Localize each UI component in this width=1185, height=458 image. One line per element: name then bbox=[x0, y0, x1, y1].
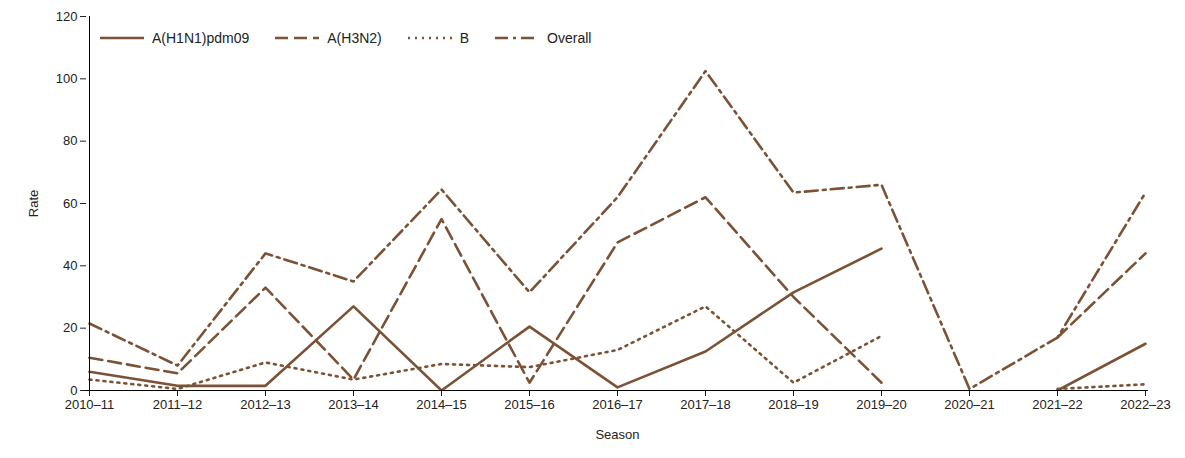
svg-text:120: 120 bbox=[56, 9, 78, 24]
html-text:A(H1N1)pdm09: A(H1N1)pdm09 bbox=[152, 30, 250, 46]
svg-text:2021–22: 2021–22 bbox=[1032, 397, 1083, 412]
html-text:Overall: Overall bbox=[547, 30, 592, 46]
svg-text:2020–21: 2020–21 bbox=[944, 397, 995, 412]
svg-text:0: 0 bbox=[70, 383, 77, 398]
svg-text:2015–16: 2015–16 bbox=[504, 397, 555, 412]
svg-text:2013–14: 2013–14 bbox=[328, 397, 379, 412]
svg-text:2019–20: 2019–20 bbox=[856, 397, 907, 412]
svg-text:80: 80 bbox=[63, 133, 77, 148]
svg-text:2016–17: 2016–17 bbox=[592, 397, 643, 412]
svg-text:2018–19: 2018–19 bbox=[768, 397, 819, 412]
svg-text:2022–23: 2022–23 bbox=[1120, 397, 1171, 412]
html-text:B: B bbox=[459, 30, 470, 46]
svg-text:20: 20 bbox=[63, 320, 77, 335]
svg-text:60: 60 bbox=[63, 196, 77, 211]
svg-text:Rate: Rate bbox=[26, 190, 41, 217]
svg-text:2010–11: 2010–11 bbox=[65, 397, 115, 412]
svg-text:2012–13: 2012–13 bbox=[240, 397, 291, 412]
svg-text:100: 100 bbox=[56, 71, 78, 86]
html-text:A(H3N2): A(H3N2) bbox=[327, 30, 382, 46]
svg-text:2017–18: 2017–18 bbox=[680, 397, 731, 412]
svg-text:40: 40 bbox=[63, 258, 77, 273]
svg-text:2011–12: 2011–12 bbox=[153, 397, 203, 412]
svg-text:2014–15: 2014–15 bbox=[416, 397, 467, 412]
svg-text:Season: Season bbox=[595, 427, 639, 442]
